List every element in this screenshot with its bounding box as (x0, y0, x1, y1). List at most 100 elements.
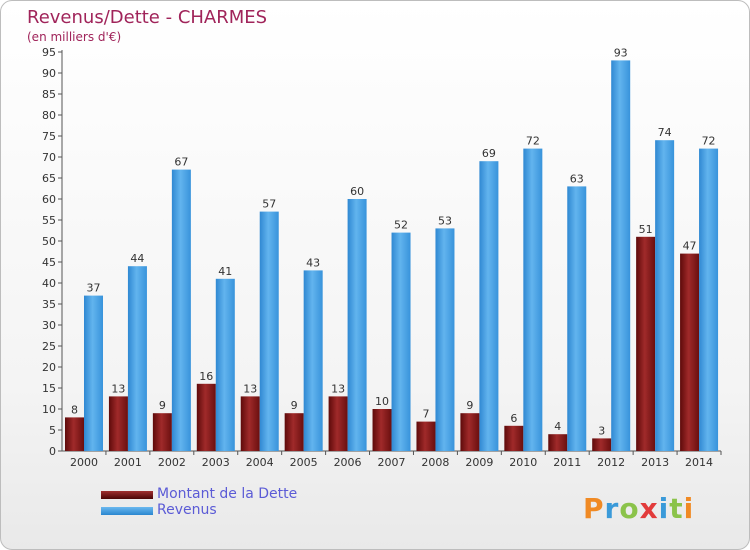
x-tick-label: 2004 (246, 456, 274, 469)
y-tick-label: 5 (49, 424, 56, 437)
bar-revenus (523, 148, 543, 451)
y-tick-label: 45 (42, 256, 56, 269)
bar-dette (416, 421, 436, 451)
bar-dette (548, 434, 568, 451)
bar-dette (196, 383, 216, 451)
bar-revenus (303, 270, 323, 451)
data-label-revenus: 53 (438, 214, 452, 227)
bar-dette (680, 253, 700, 451)
bar-revenus (84, 295, 103, 451)
data-label-revenus: 44 (130, 252, 144, 265)
x-tick-label: 2003 (202, 456, 230, 469)
x-tick-label: 2006 (334, 456, 362, 469)
svg-text:Proxiti: Proxiti (583, 492, 694, 525)
data-label-dette: 9 (466, 399, 473, 412)
bar-dette (372, 409, 392, 451)
chart-title: Revenus/Dette - CHARMES (27, 7, 268, 28)
bar-revenus (611, 60, 631, 452)
x-tick-label: 2010 (509, 456, 537, 469)
data-label-dette: 51 (639, 223, 653, 236)
bar-dette (504, 425, 524, 451)
data-label-dette: 7 (422, 408, 429, 421)
bar-revenus (479, 161, 499, 451)
x-tick-label: 2007 (378, 456, 406, 469)
data-label-dette: 47 (683, 240, 697, 253)
bar-revenus (259, 211, 279, 451)
data-label-revenus: 43 (306, 256, 320, 269)
x-tick-label: 2014 (685, 456, 713, 469)
data-label-dette: 8 (71, 403, 78, 416)
data-label-dette: 10 (375, 395, 389, 408)
x-tick-label: 2005 (290, 456, 318, 469)
y-tick-label: 95 (42, 46, 56, 59)
y-tick-label: 70 (42, 151, 56, 164)
x-tick-label: 2013 (641, 456, 669, 469)
y-tick-label: 15 (42, 382, 56, 395)
bar-dette (152, 413, 172, 451)
data-label-revenus: 52 (394, 219, 408, 232)
legend-swatch-dette (101, 491, 153, 499)
bar-revenus (171, 169, 191, 451)
bar-dette (328, 396, 348, 451)
data-label-dette: 4 (554, 420, 561, 433)
y-tick-label: 30 (42, 319, 56, 332)
bar-dette (108, 396, 128, 451)
data-label-revenus: 93 (614, 46, 628, 59)
legend-swatch-revenus (101, 507, 153, 515)
data-label-dette: 9 (159, 399, 166, 412)
x-tick-label: 2002 (158, 456, 186, 469)
bar-dette (284, 413, 304, 451)
data-label-dette: 6 (510, 412, 517, 425)
data-label-revenus: 37 (87, 282, 101, 295)
data-label-dette: 16 (199, 370, 213, 383)
data-label-dette: 3 (598, 424, 605, 437)
x-tick-label: 2001 (114, 456, 142, 469)
bar-revenus (391, 232, 411, 451)
bar-dette (636, 236, 656, 451)
y-tick-label: 40 (42, 277, 56, 290)
bar-dette (240, 396, 260, 451)
data-label-revenus: 72 (526, 135, 540, 148)
data-label-revenus: 74 (658, 126, 672, 139)
y-tick-label: 85 (42, 88, 56, 101)
x-tick-label: 2000 (70, 456, 98, 469)
y-tick-label: 35 (42, 298, 56, 311)
x-tick-label: 2009 (465, 456, 493, 469)
bar-dette (460, 413, 480, 451)
data-label-revenus: 57 (262, 198, 276, 211)
data-label-revenus: 72 (702, 135, 716, 148)
data-label-revenus: 60 (350, 185, 364, 198)
chart-subtitle: (en milliers d'€) (27, 30, 122, 44)
data-label-revenus: 63 (570, 172, 584, 185)
y-tick-label: 65 (42, 172, 56, 185)
bar-revenus (347, 199, 367, 451)
y-tick-label: 80 (42, 109, 56, 122)
legend-label-dette: Montant de la Dette (157, 486, 298, 502)
x-tick-label: 2012 (597, 456, 625, 469)
x-tick-label: 2011 (553, 456, 581, 469)
data-label-dette: 9 (291, 399, 298, 412)
data-label-dette: 13 (243, 382, 257, 395)
bar-revenus (127, 266, 147, 451)
data-label-revenus: 69 (482, 147, 496, 160)
y-tick-label: 50 (42, 235, 56, 248)
data-label-dette: 13 (331, 382, 345, 395)
bar-revenus (699, 148, 719, 451)
y-tick-label: 10 (42, 403, 56, 416)
bar-revenus (215, 278, 235, 451)
y-tick-label: 20 (42, 361, 56, 374)
data-label-revenus: 67 (174, 156, 188, 169)
x-tick-label: 2008 (421, 456, 449, 469)
bar-dette (65, 417, 84, 451)
proxiti-logo: Proxiti (583, 492, 694, 525)
bar-dette (592, 438, 612, 451)
y-tick-label: 0 (49, 445, 56, 458)
bar-revenus (655, 140, 675, 451)
data-label-dette: 13 (111, 382, 125, 395)
y-tick-label: 75 (42, 130, 56, 143)
y-tick-label: 60 (42, 193, 56, 206)
y-tick-label: 90 (42, 67, 56, 80)
data-label-revenus: 41 (218, 265, 232, 278)
